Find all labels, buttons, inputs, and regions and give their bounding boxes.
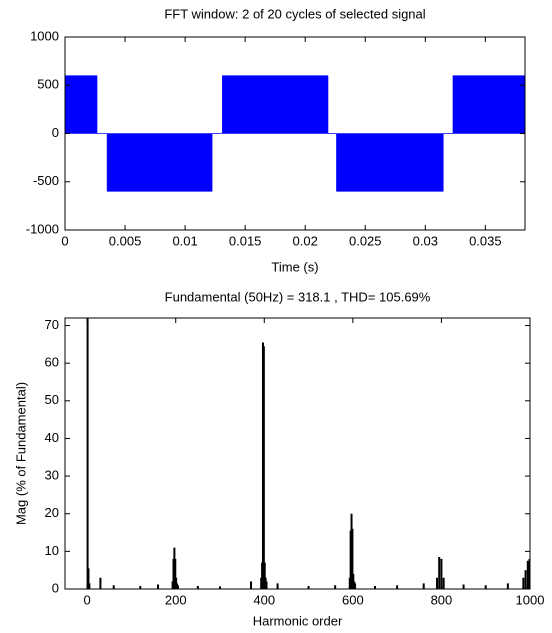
- x-tick-label: 0.02: [293, 233, 318, 248]
- harmonic-bar: [351, 528, 354, 589]
- x-tick-label: 600: [342, 592, 364, 607]
- harmonic-bar: [175, 577, 178, 589]
- y-tick-label: 50: [45, 392, 59, 407]
- harmonic-bar: [526, 560, 529, 589]
- harmonic-bar: [88, 583, 91, 589]
- y-tick-label: -1000: [26, 221, 59, 236]
- harmonic-bar: [438, 557, 441, 589]
- plot-area: [64, 317, 531, 590]
- chart-title: Fundamental (50Hz) = 318.1 , THD= 105.69…: [165, 289, 431, 304]
- x-tick-label: 0.03: [413, 233, 438, 248]
- harmonic-bar: [522, 577, 525, 589]
- x-tick-label: 0.01: [172, 233, 197, 248]
- signal-area: [65, 75, 525, 192]
- x-tick-label: 0: [61, 233, 68, 248]
- y-tick-label: 20: [45, 505, 59, 520]
- x-tick-label: 1000: [516, 592, 545, 607]
- plot-content: [86, 318, 530, 589]
- harmonic-bar: [396, 585, 399, 589]
- harmonic-bar: [528, 558, 530, 589]
- x-tick-label: 0.025: [349, 233, 382, 248]
- plot-content: [65, 75, 525, 192]
- harmonic-bar: [374, 585, 376, 589]
- x-axis-label: Harmonic order: [253, 613, 343, 628]
- y-tick-label: 0: [52, 580, 59, 595]
- harmonic-bar: [112, 585, 115, 589]
- harmonic-bar: [99, 577, 102, 589]
- harmonic-bar: [176, 585, 179, 589]
- harmonic-bar: [436, 577, 438, 589]
- harmonic-bar: [174, 558, 177, 589]
- x-tick-label: 400: [253, 592, 275, 607]
- chart-title: FFT window: 2 of 20 cycles of selected s…: [164, 6, 425, 21]
- harmonic-bar: [139, 585, 142, 589]
- plot-border: [64, 317, 531, 590]
- harmonic-bar: [442, 577, 445, 589]
- harmonic-bar: [87, 568, 90, 589]
- y-tick-label: 1000: [30, 28, 59, 43]
- harmonic-bar: [506, 583, 509, 589]
- y-tick-label: 30: [45, 468, 59, 483]
- harmonic-bar: [484, 585, 487, 589]
- harmonic-bar: [157, 584, 159, 589]
- x-tick-label: 800: [431, 592, 453, 607]
- harmonic-bar: [219, 586, 221, 589]
- harmonic-bar: [440, 558, 443, 589]
- harmonic-bar: [250, 581, 252, 589]
- y-axis-label: Mag (% of Fundamental): [13, 382, 28, 525]
- x-tick-label: 0.015: [229, 233, 262, 248]
- harmonic-bar: [196, 585, 199, 589]
- harmonic-bar: [307, 585, 310, 589]
- x-axis-label: Time (s): [271, 259, 318, 274]
- y-tick-label: 60: [45, 355, 59, 370]
- harmonic-bar: [86, 318, 89, 589]
- harmonic-bar: [263, 562, 266, 589]
- y-tick-label: 40: [45, 430, 59, 445]
- x-tick-label: 0.035: [469, 233, 502, 248]
- harmonic-bar: [262, 346, 265, 589]
- harmonic-bar: [354, 583, 357, 589]
- y-tick-label: 500: [37, 77, 59, 92]
- y-tick-label: 70: [45, 317, 59, 332]
- harmonic-bar: [276, 583, 279, 589]
- y-tick-label: -500: [33, 173, 59, 188]
- harmonic-bar: [422, 583, 425, 589]
- y-tick-label: 10: [45, 543, 59, 558]
- harmonic-bar: [334, 585, 337, 589]
- harmonic-bar: [265, 581, 268, 589]
- harmonic-bar: [462, 584, 465, 589]
- x-tick-label: 0: [84, 592, 91, 607]
- x-tick-label: 200: [165, 592, 187, 607]
- x-tick-label: 0.005: [109, 233, 142, 248]
- harmonic-bar: [524, 570, 527, 589]
- y-tick-label: 0: [52, 125, 59, 140]
